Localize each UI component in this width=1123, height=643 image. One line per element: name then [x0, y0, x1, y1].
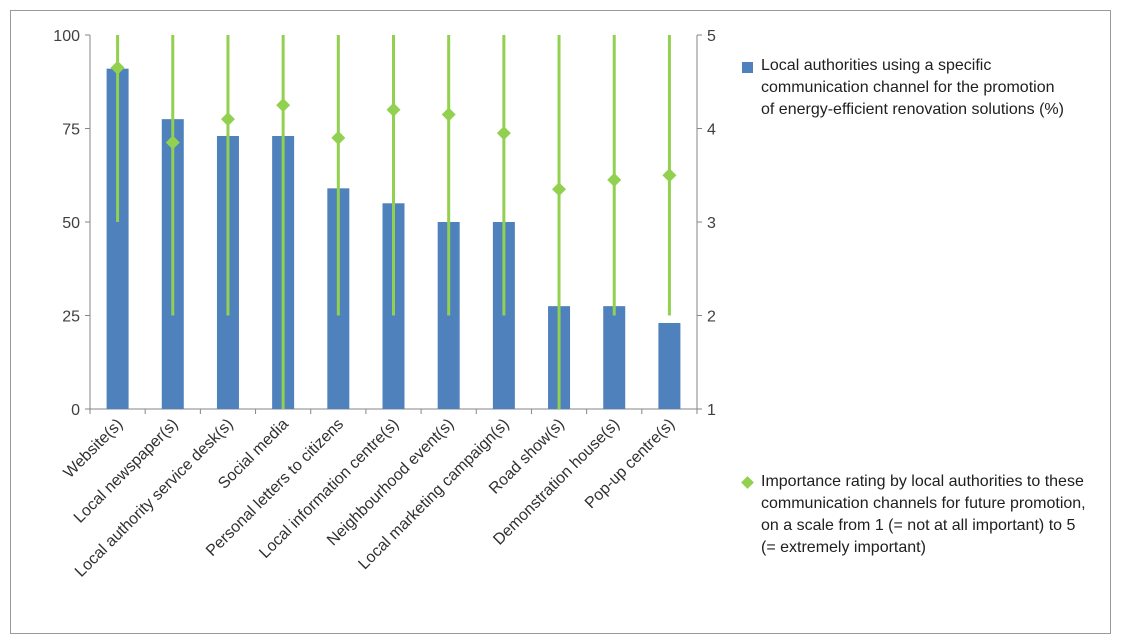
- rating-point-8: [496, 126, 511, 141]
- rating-point-9: [552, 182, 567, 197]
- rating-point-10: [607, 172, 622, 187]
- y-left-tick-label: 50: [62, 215, 80, 232]
- legend-bar-label: Local authorities using a specific commu…: [761, 57, 1064, 118]
- y-left-tick-label: 0: [71, 402, 80, 419]
- rating-point-1: [110, 60, 125, 75]
- chart-frame: 0 25 50 75 100 1 2 3 4 5 Website(s) Local newspaper…: [10, 10, 1111, 634]
- rating-point-7: [441, 107, 456, 122]
- y-left-tick-label: 25: [62, 309, 80, 326]
- legend-item-ratings: Importance rating by local authorities t…: [741, 471, 1092, 559]
- rating-point-11: [662, 168, 677, 183]
- y-right-tick-label: 4: [707, 122, 716, 139]
- legend-rating-label: Importance rating by local authorities t…: [761, 473, 1086, 556]
- bar-11: [658, 322, 681, 409]
- y-right-tick-label: 2: [707, 309, 716, 326]
- bar-1: [106, 68, 129, 409]
- y-right-tick-label: 3: [707, 215, 716, 232]
- legend-item-bars: Local authorities using a specific commu…: [742, 55, 1072, 121]
- rating-point-5: [331, 130, 346, 145]
- y-left-tick-label: 100: [53, 28, 80, 45]
- rating-point-4: [276, 98, 291, 113]
- rating-point-6: [386, 102, 401, 117]
- rating-point-3: [220, 112, 235, 127]
- y-right-tick-label: 5: [707, 28, 716, 45]
- y-left-tick-label: 75: [62, 122, 80, 139]
- legend-bar-swatch: [742, 62, 753, 73]
- rating-point-2: [165, 135, 180, 150]
- category-label-2: Local newspaper(s): [71, 416, 182, 527]
- y-right-tick-label: 1: [707, 402, 716, 419]
- bar-10: [603, 306, 626, 409]
